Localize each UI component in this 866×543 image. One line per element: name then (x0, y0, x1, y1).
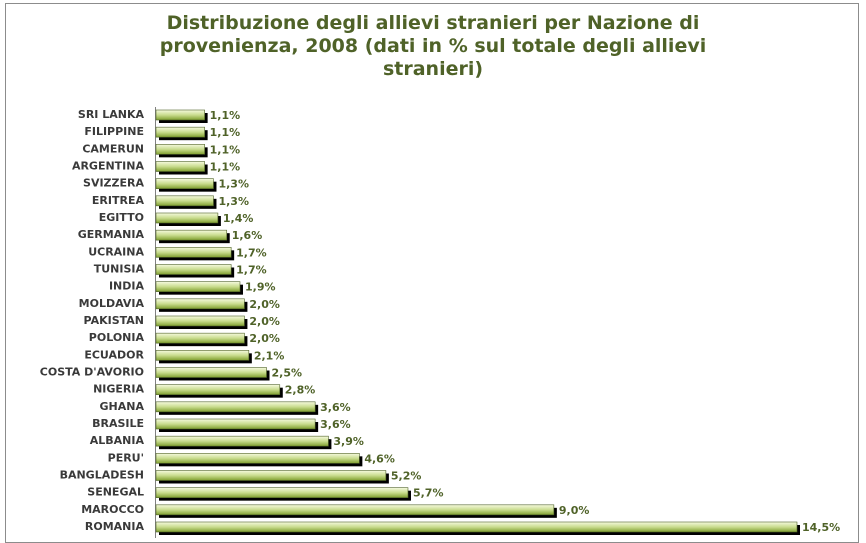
bar (155, 470, 387, 481)
bar (155, 161, 205, 172)
value-label: 3,6% (320, 418, 351, 431)
value-label: 2,1% (254, 349, 285, 362)
bar (155, 264, 232, 275)
value-label: 1,4% (223, 212, 254, 225)
value-label: 3,6% (320, 401, 351, 414)
y-tick-label: SENEGAL (87, 486, 144, 499)
chart-title: Distribuzione degli allievi stranieri pe… (159, 12, 707, 80)
y-tick-label: MOLDAVIA (79, 297, 145, 310)
value-label: 2,8% (285, 384, 316, 397)
bar (155, 521, 798, 533)
value-label: 1,7% (236, 264, 267, 277)
y-tick-label: ROMANIA (85, 520, 145, 533)
y-tick-label: ARGENTINA (72, 160, 145, 173)
bar (155, 144, 205, 155)
y-tick-label: COSTA D'AVORIO (40, 366, 144, 379)
value-label: 9,0% (559, 504, 590, 517)
bar (155, 298, 245, 310)
bar (155, 350, 250, 361)
value-label: 1,7% (236, 246, 267, 259)
bar (155, 126, 205, 138)
bar (155, 332, 245, 344)
y-tick-label: NIGERIA (93, 383, 144, 396)
value-label: 1,1% (210, 126, 241, 139)
value-label: 2,0% (249, 332, 280, 345)
y-tick-label: FILIPPINE (84, 125, 144, 138)
y-tick-label: MAROCCO (81, 503, 144, 516)
y-tick-label: GHANA (100, 400, 145, 413)
y-tick-label: PAKISTAN (84, 314, 144, 327)
value-label: 1,9% (245, 281, 276, 294)
value-label: 1,1% (210, 143, 241, 156)
value-label: 14,5% (802, 521, 840, 534)
value-label: 4,6% (364, 452, 395, 465)
bar (155, 178, 214, 189)
y-tick-label: POLONIA (89, 331, 145, 344)
bar (155, 435, 329, 447)
value-label: 1,6% (232, 229, 263, 242)
value-label: 1,1% (210, 109, 241, 122)
y-tick-label: ECUADOR (84, 348, 144, 361)
bar (155, 212, 219, 224)
bar (155, 504, 555, 516)
value-label: 5,2% (391, 470, 422, 483)
bar (155, 109, 205, 121)
value-label: 1,3% (218, 178, 249, 191)
y-tick-label: EGITTO (99, 211, 144, 224)
y-tick-label: BRASILE (92, 417, 144, 430)
bar (155, 453, 360, 464)
y-tick-label: CAMERUN (82, 142, 144, 155)
bar (155, 195, 214, 207)
value-label: 1,1% (210, 161, 241, 174)
bar (155, 367, 267, 378)
y-tick-label: GERMANIA (78, 228, 145, 241)
value-label: 2,0% (249, 298, 280, 311)
y-tick-label: TUNISIA (94, 263, 145, 276)
y-tick-label: BANGLADESH (60, 469, 144, 482)
y-tick-label: PERU' (108, 451, 144, 464)
y-tick-label: INDIA (109, 280, 145, 293)
y-tick-label: ERITREA (92, 194, 145, 207)
value-label: 1,3% (218, 195, 249, 208)
bar (155, 315, 245, 327)
value-label: 2,5% (272, 367, 303, 380)
bar (155, 487, 409, 498)
bar (155, 229, 228, 241)
y-tick-label: SRI LANKA (78, 108, 145, 121)
bar (155, 401, 316, 413)
y-tick-label: UCRAINA (88, 245, 144, 258)
bar (155, 384, 281, 395)
bar (155, 281, 241, 292)
bar (155, 247, 232, 258)
value-label: 2,0% (249, 315, 280, 328)
value-label: 5,7% (413, 487, 444, 500)
value-label: 3,9% (333, 435, 364, 448)
y-tick-label: SVIZZERA (83, 177, 144, 190)
bar (155, 418, 316, 430)
y-tick-label: ALBANIA (90, 434, 145, 447)
